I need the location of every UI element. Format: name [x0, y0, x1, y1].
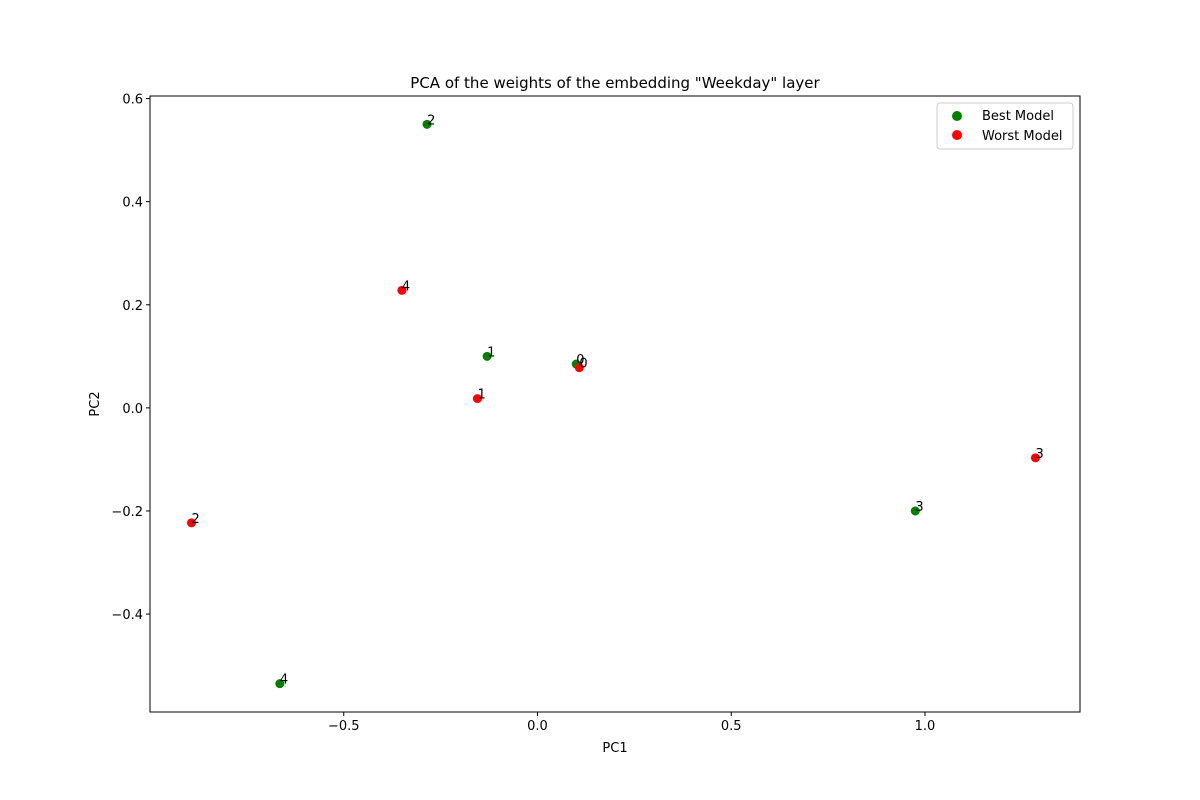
data-point-best-model — [910, 506, 920, 516]
point-label-best-model: 2 — [427, 113, 435, 128]
x-tick-label: 0.0 — [527, 719, 548, 734]
data-point-worst-model — [472, 394, 482, 404]
y-axis-title: PC2 — [88, 391, 103, 416]
data-point-worst-model — [186, 518, 196, 528]
point-label-worst-model: 2 — [191, 512, 199, 527]
legend: Best Model Worst Model — [936, 102, 1074, 150]
legend-marker-worst-model — [952, 130, 962, 140]
point-label-best-model: 4 — [280, 673, 288, 688]
data-point-worst-model — [1030, 453, 1040, 463]
point-label-worst-model: 4 — [402, 279, 410, 294]
x-axis-title: PC1 — [602, 741, 627, 756]
plot-area: 0 1 2 3 4 0 1 2 3 4 — [186, 113, 1044, 689]
point-label-best-model: 1 — [487, 345, 495, 360]
legend-box — [936, 102, 1074, 150]
data-point-worst-model — [397, 285, 407, 295]
x-tick-label: 1.0 — [915, 719, 936, 734]
data-point-best-model — [275, 679, 285, 689]
point-label-worst-model: 1 — [477, 388, 485, 403]
y-tick-label: −0.4 — [111, 608, 143, 623]
plot-frame — [149, 95, 1081, 713]
point-label-worst-model: 3 — [1035, 447, 1043, 462]
legend-label-worst-model: Worst Model — [982, 129, 1062, 144]
data-point-best-model — [422, 119, 432, 129]
y-tick-label: 0.4 — [122, 196, 143, 211]
point-label-best-model: 0 — [576, 353, 584, 368]
axis-ticks: −0.5 0.0 0.5 1.0 −0.4 −0.2 0.0 0.2 0.4 0.6 — [111, 93, 935, 734]
data-point-best-model — [482, 351, 492, 361]
y-tick-label: 0.6 — [122, 93, 143, 108]
x-tick-label: 0.5 — [721, 719, 742, 734]
legend-marker-best-model — [952, 111, 962, 121]
legend-label-best-model: Best Model — [982, 109, 1054, 124]
y-tick-label: 0.0 — [122, 402, 143, 417]
point-label-best-model: 3 — [915, 500, 923, 515]
y-tick-label: −0.2 — [111, 505, 143, 520]
point-label-worst-model: 0 — [579, 357, 587, 372]
data-point-worst-model — [574, 363, 584, 373]
y-tick-label: 0.2 — [122, 299, 143, 314]
x-tick-label: −0.5 — [328, 719, 360, 734]
chart-title: PCA of the weights of the embedding "Wee… — [410, 74, 820, 92]
